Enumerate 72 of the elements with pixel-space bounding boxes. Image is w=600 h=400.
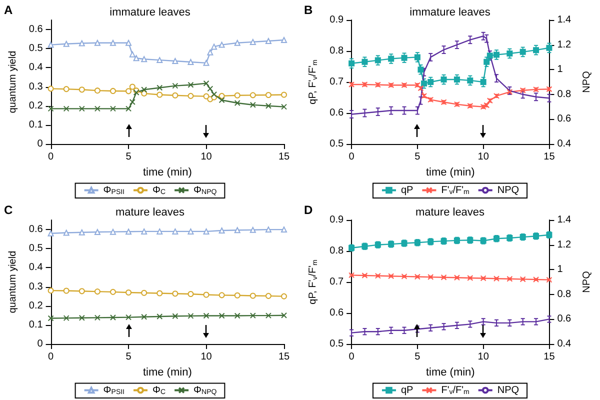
y2-tick-label: 1.2 [557,239,572,250]
y-tick-label: 0.7 [330,76,344,88]
y-tick-label: 0.6 [28,24,44,36]
y-tick-label: 0.1 [28,319,44,330]
y-tick-label: 0.8 [330,246,344,256]
legend-label: NPQ [497,384,520,396]
y-tick-label: 0.2 [28,300,44,312]
y-tick-label: 0.8 [330,46,344,56]
y-tick-label: 0.5 [330,138,344,150]
y2-axis-title: NPQ [582,70,592,93]
y-tick-label: 0.3 [28,281,44,292]
y-tick-label: 0.5 [28,243,44,254]
y-axis-title: quantum yield [8,50,18,114]
x-tick-label: 0 [48,152,54,162]
x-tick-label: 5 [414,352,421,362]
x-tick-label: 5 [126,352,132,362]
y2-tick-label: 1 [557,264,564,276]
y-tick-label: 0.9 [330,14,344,26]
x-tick-label: 10 [200,352,212,362]
x-tick-label: 15 [544,352,556,362]
x-tick-label: 5 [414,152,421,162]
y2-tick-label: 0.4 [557,338,572,350]
x-tick-label: 15 [544,152,556,162]
chart-title: immature leaves [110,6,191,18]
y-tick-label: 0.6 [28,224,44,236]
y-tick-label: 0.1 [28,119,44,130]
x-tick-label: 10 [200,152,212,162]
text: B [304,3,313,17]
x-axis-title: time (min) [426,166,475,178]
y2-tick-label: 0.8 [557,288,572,300]
x-tick-label: 10 [478,352,490,362]
text: A [4,3,13,17]
y2-tick-label: 0.8 [557,88,572,100]
y-tick-label: 0.5 [330,338,344,350]
chart-title: immature leaves [410,6,491,18]
x-tick-label: 5 [126,152,132,162]
y-tick-label: 0.5 [28,43,44,54]
y-tick-label: 0.9 [330,214,344,226]
y2-tick-label: 1 [557,64,564,76]
legend-label: NPQ [497,184,520,196]
x-axis-title: time (min) [426,366,475,378]
y-tick-label: 0.2 [28,100,44,112]
y2-tick-label: 1.4 [557,214,572,226]
legend-label: qP [400,384,414,396]
y2-tick-label: 0.6 [557,114,572,125]
y2-tick-label: 0.4 [557,138,572,150]
legend-label: qP [400,184,414,196]
x-tick-label: 0 [348,152,355,162]
y-tick-label: 0.7 [330,276,344,288]
y-tick-label: 0.4 [28,262,44,274]
y2-tick-label: 1.4 [557,14,572,26]
y-tick-label: 0.6 [330,108,344,118]
chart-title: mature leaves [415,206,486,218]
y-axis-title: quantum yield [8,250,18,314]
x-tick-label: 0 [348,352,355,362]
chart-title: mature leaves [115,206,186,218]
x-tick-label: 0 [48,352,54,362]
x-tick-label: 10 [478,152,490,162]
x-axis-title: time (min) [142,366,192,378]
y2-tick-label: 1.2 [557,39,572,50]
x-axis-title: time (min) [142,166,192,178]
y-tick-label: 0 [37,138,44,150]
y-tick-label: 0.6 [330,308,344,318]
x-tick-label: 15 [278,152,290,162]
text: C [4,203,13,217]
y-tick-label: 0.4 [28,62,44,74]
y2-tick-label: 0.6 [557,314,572,325]
x-tick-label: 15 [278,352,290,362]
text: D [304,203,313,217]
y2-axis-title: NPQ [582,270,592,293]
y-tick-label: 0.3 [28,81,44,92]
y-tick-label: 0 [37,338,44,350]
